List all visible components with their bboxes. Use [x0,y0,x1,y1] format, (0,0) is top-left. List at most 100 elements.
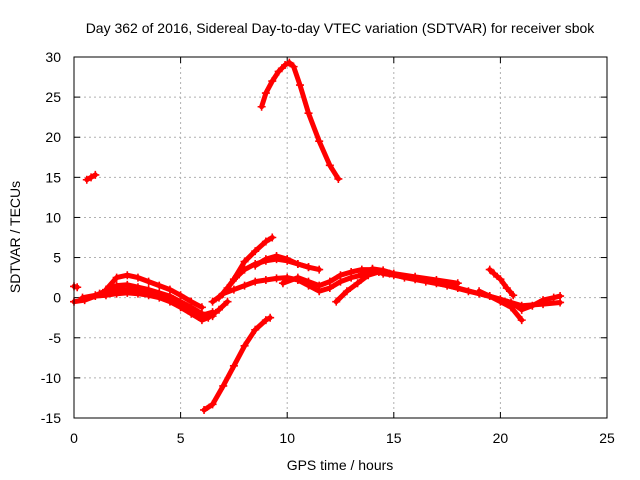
y-tick-label: 5 [53,250,61,266]
data-point [272,251,281,260]
x-axis-label: GPS time / hours [287,457,394,473]
data-point [268,77,277,86]
data-point [336,271,345,280]
data-point [268,233,277,242]
data-point [549,293,558,302]
data-point [123,280,132,289]
data-point [200,405,209,414]
data-point [496,275,505,284]
data-point [82,175,91,184]
x-tick-label: 5 [177,430,185,446]
y-tick-label: -15 [41,410,61,426]
data-point [266,313,275,322]
data-point [112,273,121,282]
data-point [517,316,526,325]
data-point [334,174,343,183]
data-point [223,297,232,306]
series-group [70,58,565,414]
data-point [379,266,388,275]
y-tick-label: -5 [49,330,62,346]
data-point [342,287,351,296]
data-point [464,287,473,296]
data-point [411,272,420,281]
series-arc-5 [101,271,206,312]
plot-frame [73,56,608,419]
data-point [229,275,238,284]
data-point [112,281,121,290]
data-point [251,277,260,286]
data-point [295,81,304,90]
data-point [325,161,334,170]
data-point [315,137,324,146]
data-point [539,296,548,305]
data-point [165,285,174,294]
y-tick-label: 10 [45,209,61,225]
data-point [293,259,302,268]
series-arc-17 [485,265,518,300]
data-point [208,297,217,306]
data-point [219,381,228,390]
x-tick-label: 20 [493,430,509,446]
x-tick-label: 25 [599,430,615,446]
data-point [485,265,494,274]
data-point [251,325,260,334]
series-line [259,60,341,182]
series-arc-13 [278,265,565,310]
axes: 0 5 10 15 20 25 -15 -10 -5 0 5 10 15 20 25 30 [41,49,615,446]
data-point [278,279,287,288]
data-point [78,293,87,302]
data-point [240,281,249,290]
data-point [507,303,516,312]
data-point [261,255,270,264]
series-arc-16 [475,287,526,325]
data-point [261,237,270,246]
data-point [155,288,164,297]
y-axis-label: SDTVAR / TECUs [7,181,23,293]
data-point [251,247,260,256]
data-point [315,281,324,290]
y-tick-label: 0 [53,290,61,306]
data-point [453,279,462,288]
x-tick-label: 0 [70,430,78,446]
data-point [197,303,206,312]
data-point [133,283,142,292]
series-arc-1 [70,282,82,292]
data-point [389,269,398,278]
data-point [274,67,283,76]
series-arc-10 [219,233,277,298]
series-arc-7 [200,313,275,414]
data-point [101,285,110,294]
data-point [87,173,96,182]
data-point [347,267,356,276]
data-point [490,269,499,278]
series-arc-12 [257,58,343,183]
data-point [240,257,249,266]
data-point [475,287,484,296]
series-arc-18 [517,292,565,314]
data-point [353,279,362,288]
data-point [528,301,537,310]
series-line [103,272,205,310]
y-tick-label: -10 [41,370,61,386]
data-point [229,285,238,294]
x-tick-label: 10 [279,430,295,446]
data-point [496,297,505,306]
data-point [432,276,441,285]
series-arc-11 [251,251,313,272]
data-point [517,305,526,314]
data-point [304,263,313,272]
data-point [261,89,270,98]
data-point [502,284,511,293]
data-point [285,58,294,67]
data-point [281,61,290,70]
data-point [123,271,132,280]
data-point [261,276,270,285]
series-arc-4 [95,280,217,321]
data-point [91,170,100,179]
data-point [257,102,266,111]
data-point [304,277,313,286]
data-point [144,277,153,286]
data-point [315,265,324,274]
grid [74,57,607,418]
